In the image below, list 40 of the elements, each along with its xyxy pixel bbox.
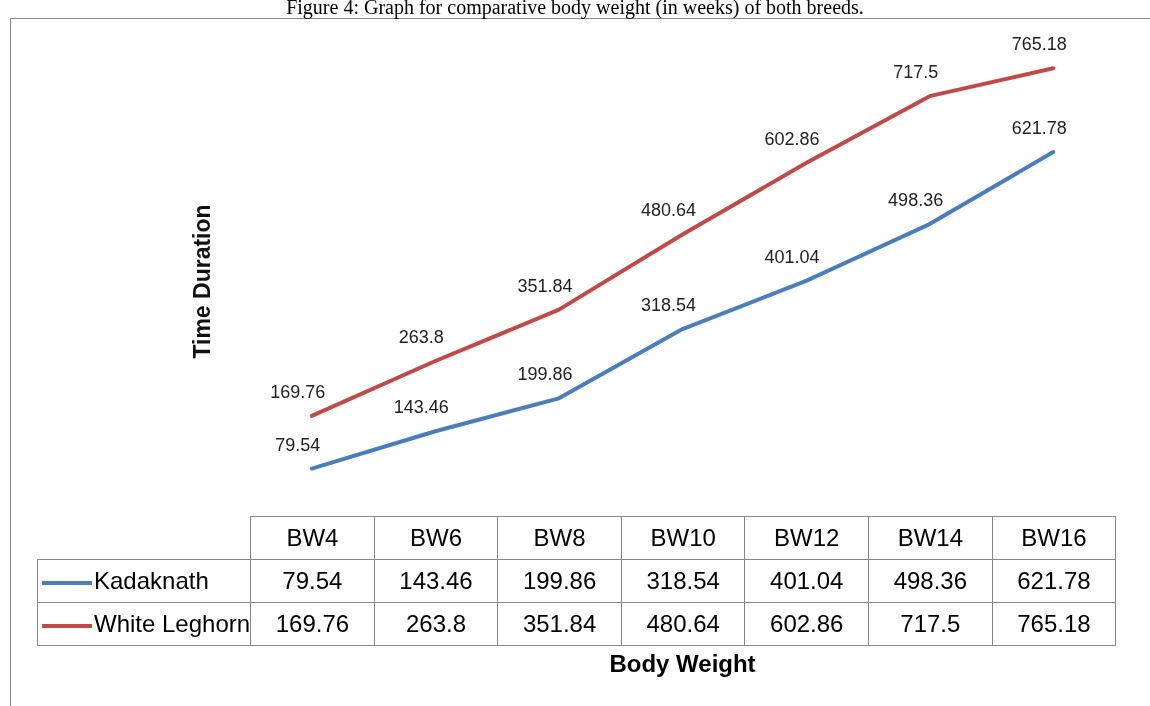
data-label: 169.76: [250, 602, 375, 646]
legend-label: White Leghorn: [37, 602, 251, 646]
x-tick-label: BW8: [497, 516, 622, 560]
text: 79.54: [275, 434, 321, 455]
x-tick-label: BW12: [744, 516, 869, 560]
text: 263.8: [398, 326, 444, 347]
data-label: 199.86: [497, 559, 622, 603]
data-label: 401.04: [744, 559, 869, 603]
text: 765.18: [1011, 34, 1067, 55]
text: 318.54: [640, 295, 697, 316]
text: 401.04: [764, 246, 820, 267]
text: 602.86: [764, 129, 820, 150]
data-label: 621.78: [992, 559, 1116, 603]
x-tick-label: BW10: [621, 516, 745, 560]
x-tick-label: BW6: [374, 516, 498, 560]
x-axis-title: Body Weight: [608, 650, 757, 678]
text: 169.76: [270, 381, 326, 402]
text: 351.84: [517, 275, 573, 296]
y-axis-title: Time Duration: [189, 204, 216, 359]
x-tick-label: BW4: [250, 516, 375, 560]
text: 480.64: [640, 200, 697, 221]
text: 199.86: [517, 364, 573, 385]
data-label: 498.36: [868, 559, 993, 603]
text: 498.36: [888, 190, 944, 211]
text: 621.78: [1011, 118, 1067, 138]
data-label: 143.46: [374, 559, 498, 603]
data-label: 351.84: [497, 602, 622, 646]
chart-title: Figure 4: Graph for comparative body weight (in weeks) of both breeds.: [285, 0, 865, 19]
data-label: 318.54: [621, 559, 745, 603]
data-label: 765.18: [992, 602, 1116, 646]
data-label: 480.64: [621, 602, 745, 646]
legend-label: Kadaknath: [37, 559, 251, 603]
text: 143.46: [393, 397, 449, 418]
data-label: 263.8: [374, 602, 498, 646]
data-label: 602.86: [744, 602, 869, 646]
data-label: 79.54: [250, 559, 375, 603]
text: 717.5: [893, 62, 939, 83]
data-label: 717.5: [868, 602, 993, 646]
x-tick-label: BW16: [992, 516, 1116, 560]
x-tick-label: BW14: [868, 516, 993, 560]
